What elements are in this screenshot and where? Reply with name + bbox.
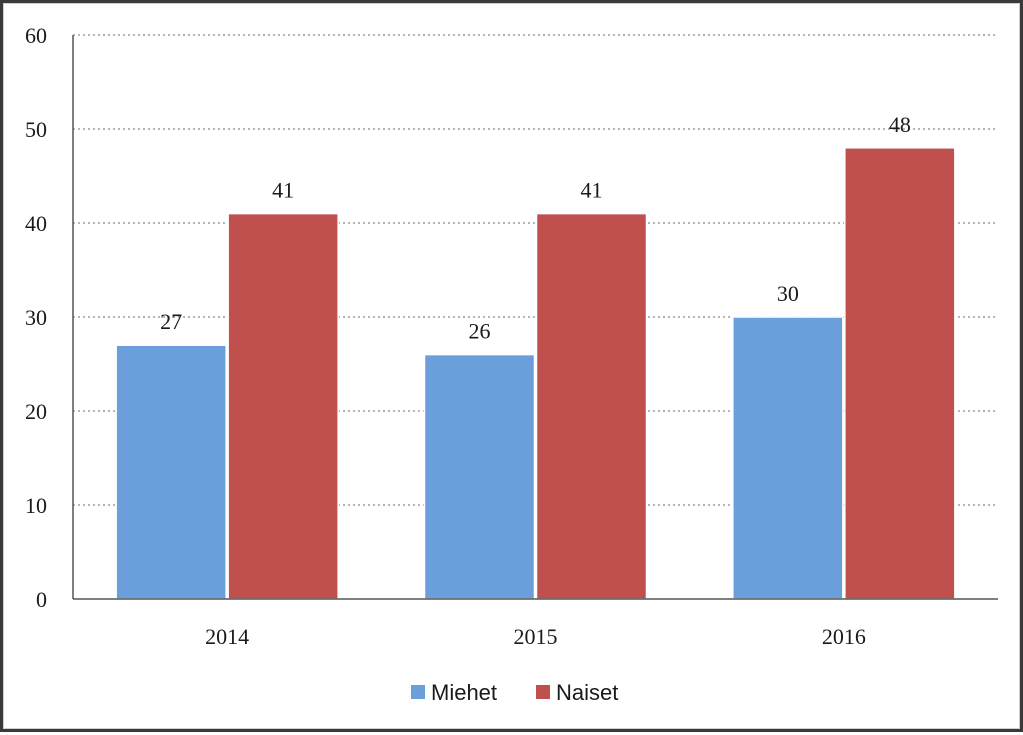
gridlines [73, 34, 998, 506]
y-tick-label: 30 [25, 305, 47, 330]
y-axis: 0 10 20 30 40 50 60 [25, 23, 74, 612]
x-axis: 2014 2015 2016 [73, 598, 998, 649]
y-tick-label: 40 [25, 211, 47, 236]
x-tick-label: 2014 [205, 624, 249, 649]
bar-miehet-2016 [732, 316, 844, 600]
bar-naiset-2016 [844, 147, 956, 600]
data-label: 26 [469, 319, 491, 344]
data-label: 48 [889, 112, 911, 137]
legend-item-miehet: Miehet [411, 680, 497, 705]
y-tick-label: 50 [25, 117, 47, 142]
data-labels: 27 41 26 41 30 48 [160, 112, 911, 344]
y-tick-label: 10 [25, 493, 47, 518]
data-label: 41 [581, 178, 603, 203]
x-tick-label: 2016 [822, 624, 866, 649]
legend-swatch [536, 685, 550, 699]
bar-miehet-2015 [423, 353, 536, 600]
legend: Miehet Naiset [411, 680, 618, 705]
bars [115, 147, 956, 600]
legend-swatch [411, 685, 425, 699]
legend-item-naiset: Naiset [536, 680, 618, 705]
data-label: 27 [160, 309, 182, 334]
bar-naiset-2015 [535, 212, 648, 600]
legend-label: Miehet [431, 680, 497, 705]
bar-naiset-2014 [227, 212, 339, 600]
bar-miehet-2014 [115, 344, 227, 600]
y-tick-label: 0 [36, 587, 47, 612]
y-tick-label: 60 [25, 23, 47, 48]
legend-label: Naiset [556, 680, 618, 705]
data-label: 41 [272, 178, 294, 203]
y-tick-label: 20 [25, 399, 47, 424]
data-label: 30 [777, 281, 799, 306]
x-tick-label: 2015 [514, 624, 558, 649]
